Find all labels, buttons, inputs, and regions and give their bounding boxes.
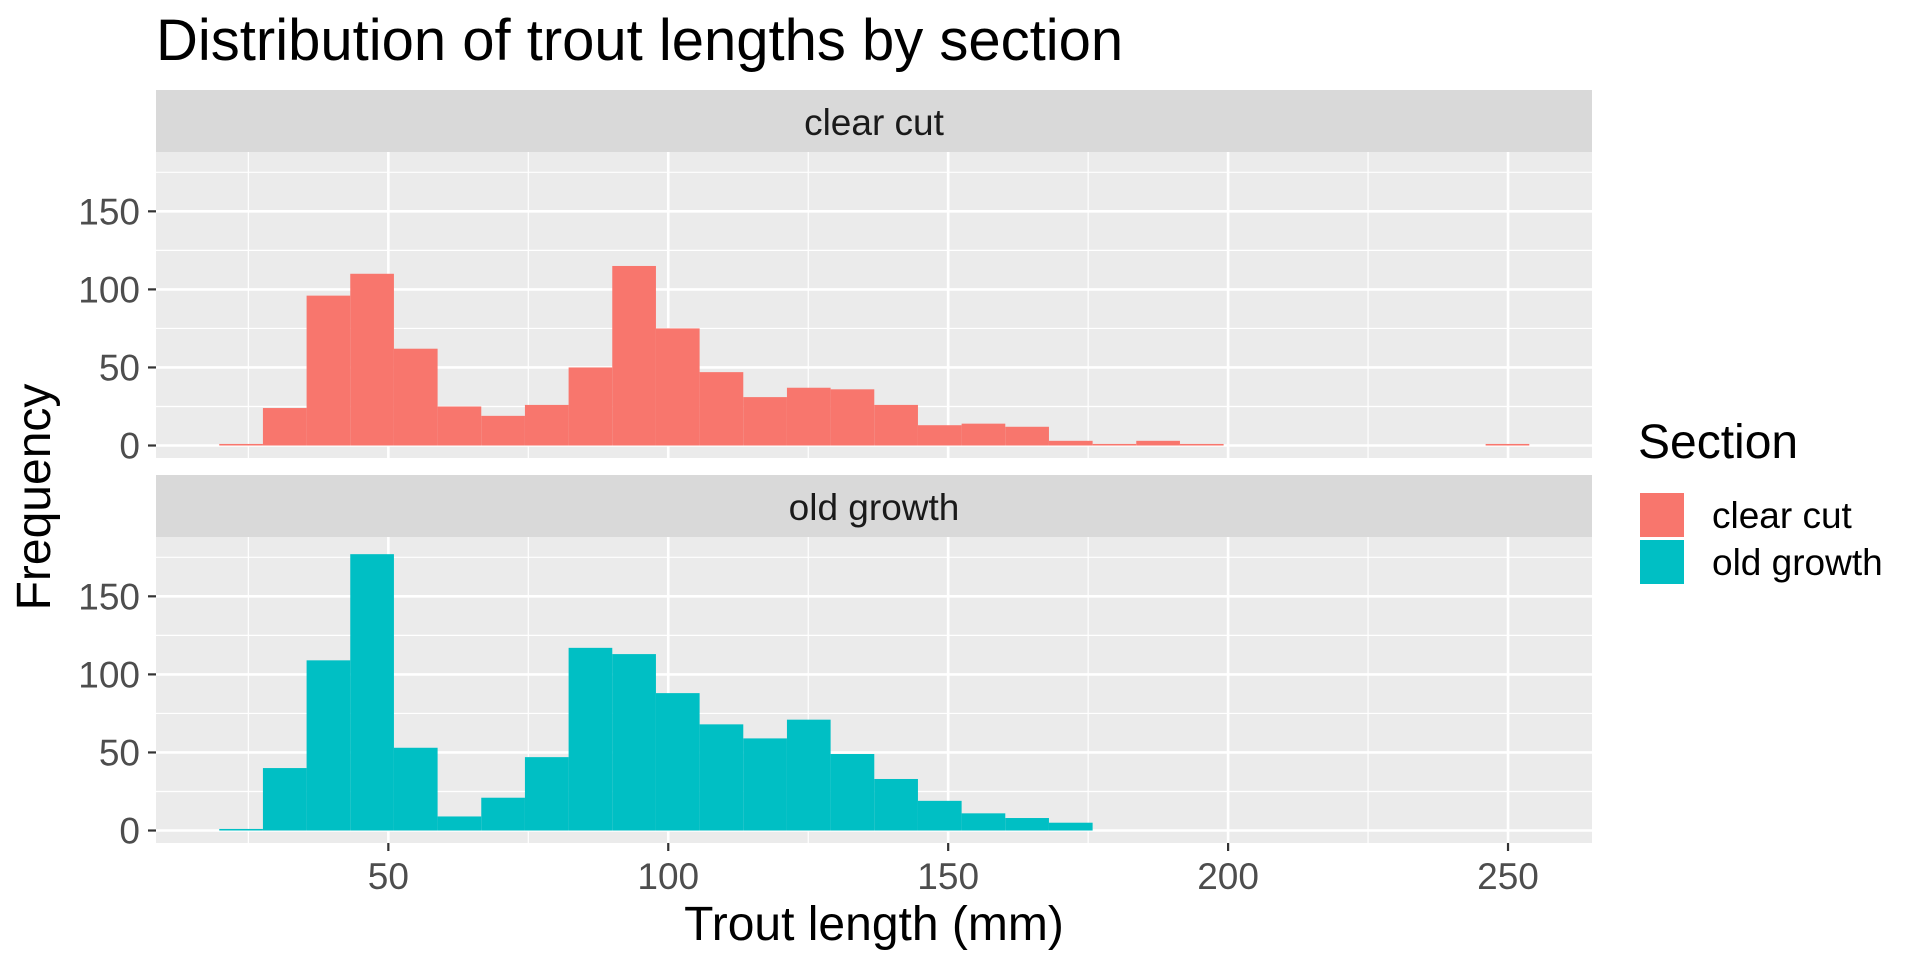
- bar-clear-cut: [743, 397, 787, 446]
- y-axis-clear-cut: 0 50 100 150: [78, 191, 156, 467]
- bar-clear-cut: [393, 348, 438, 446]
- bar-clear-cut: [568, 367, 613, 446]
- x-tick-label: 150: [917, 856, 979, 897]
- legend-title: Section: [1638, 416, 1798, 469]
- legend-swatch-old-growth: [1640, 540, 1684, 584]
- bar-old-growth: [917, 800, 962, 831]
- bar-old-growth: [393, 747, 438, 831]
- bar-clear-cut: [437, 406, 482, 446]
- bar-old-growth: [874, 778, 918, 831]
- bar-old-growth: [568, 647, 613, 831]
- y-tick-label: 50: [99, 732, 140, 773]
- bar-clear-cut: [830, 389, 875, 446]
- bar-clear-cut: [524, 404, 569, 446]
- bar-old-growth: [524, 757, 569, 831]
- bar-clear-cut: [655, 328, 700, 446]
- strip-label-old-growth: old growth: [789, 487, 960, 528]
- bar-clear-cut: [874, 404, 918, 446]
- bars-clear-cut: [219, 265, 1530, 446]
- bar-old-growth: [262, 768, 307, 831]
- y-axis-old-growth: 0 50 100 150: [78, 576, 156, 852]
- bar-old-growth: [1005, 818, 1049, 831]
- bar-old-growth: [306, 660, 351, 831]
- bar-old-growth: [699, 724, 744, 831]
- panel-old-growth: old growth 0 50 100 150: [78, 475, 1592, 852]
- bar-clear-cut: [481, 415, 525, 446]
- bar-clear-cut: [612, 265, 656, 446]
- bar-old-growth: [786, 719, 831, 831]
- bar-clear-cut: [1485, 443, 1530, 446]
- bars-old-growth: [219, 554, 1093, 831]
- bar-old-growth: [437, 816, 482, 831]
- legend-label-old-growth: old growth: [1712, 542, 1883, 583]
- y-tick-label: 0: [119, 811, 140, 852]
- legend-label-clear-cut: clear cut: [1712, 495, 1853, 536]
- bar-clear-cut: [1048, 440, 1093, 446]
- x-tick-label: 200: [1197, 856, 1259, 897]
- x-tick-label: 250: [1477, 856, 1539, 897]
- strip-clear-cut: [156, 90, 1592, 152]
- bar-clear-cut: [961, 423, 1006, 446]
- bar-old-growth: [219, 828, 263, 831]
- y-tick-label: 100: [78, 269, 140, 310]
- x-tick-label: 50: [368, 856, 409, 897]
- x-axis-title: Trout length (mm): [684, 898, 1064, 951]
- y-tick-label: 150: [78, 576, 140, 617]
- bar-old-growth: [830, 754, 875, 831]
- strip-label-clear-cut: clear cut: [804, 102, 945, 143]
- y-axis-title: Frequency: [8, 384, 61, 611]
- x-tick-label: 100: [637, 856, 699, 897]
- legend-swatch-clear-cut: [1640, 493, 1684, 537]
- bar-clear-cut: [219, 443, 263, 446]
- legend: Section clear cut old growth: [1638, 416, 1883, 584]
- bar-old-growth: [350, 554, 394, 831]
- bar-old-growth: [481, 797, 525, 831]
- y-tick-label: 150: [78, 191, 140, 232]
- bar-old-growth: [655, 693, 700, 831]
- bar-clear-cut: [1092, 443, 1137, 446]
- y-tick-label: 100: [78, 654, 140, 695]
- panel-clear-cut: clear cut 0 50 100 150: [78, 90, 1592, 467]
- y-tick-label: 50: [99, 347, 140, 388]
- chart-title: Distribution of trout lengths by section: [156, 8, 1123, 73]
- bar-clear-cut: [1179, 443, 1224, 446]
- bar-old-growth: [961, 813, 1006, 831]
- bar-clear-cut: [1136, 440, 1180, 446]
- bar-old-growth: [612, 654, 656, 831]
- x-axis: 50 100 150 200 250: [368, 843, 1539, 897]
- bar-clear-cut: [917, 425, 962, 446]
- bar-clear-cut: [262, 408, 307, 446]
- bar-clear-cut: [1005, 426, 1049, 446]
- bar-clear-cut: [786, 387, 831, 446]
- y-tick-label: 0: [119, 426, 140, 467]
- strip-old-growth: [156, 475, 1592, 537]
- bar-old-growth: [1048, 822, 1093, 831]
- bar-clear-cut: [306, 295, 351, 446]
- bar-clear-cut: [699, 372, 744, 446]
- bar-clear-cut: [350, 273, 394, 446]
- bar-old-growth: [743, 738, 787, 831]
